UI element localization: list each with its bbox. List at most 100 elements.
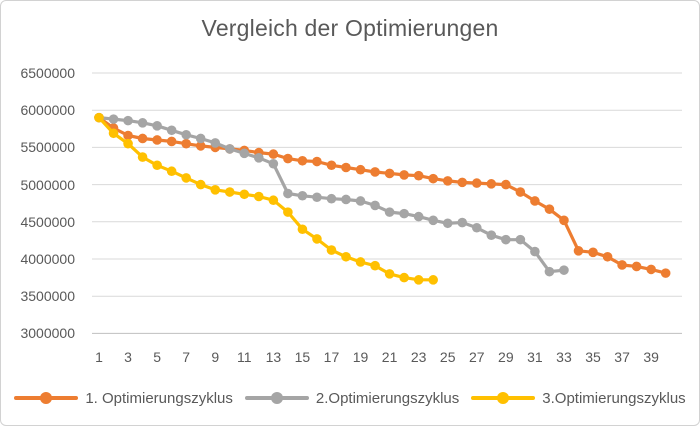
x-axis-tick-label: 29 — [498, 349, 514, 365]
legend-label: 2.Optimierungszyklus — [315, 389, 460, 407]
x-axis-tick-label: 37 — [614, 349, 630, 365]
data-point-series1 — [559, 215, 569, 226]
y-axis-tick-label: 3000000 — [20, 325, 75, 342]
data-point-series3 — [312, 234, 322, 244]
x-axis-tick-label: 25 — [439, 349, 456, 365]
data-point-series2 — [108, 114, 119, 124]
data-point-series2 — [195, 133, 206, 144]
y-axis-tick-label: 6500000 — [20, 65, 75, 81]
data-point-series1 — [660, 268, 671, 278]
data-point-series1 — [646, 264, 656, 275]
data-point-series1 — [195, 141, 206, 151]
legend-label: 1. Optimierungszyklus — [85, 389, 233, 407]
data-point-series2 — [166, 125, 177, 136]
data-point-series2 — [530, 246, 540, 257]
x-axis-tick-label: 23 — [410, 349, 427, 365]
data-point-series1 — [442, 176, 453, 186]
data-point-series2 — [399, 208, 409, 219]
x-axis-tick-label: 35 — [585, 349, 601, 365]
data-point-series2 — [210, 138, 221, 148]
data-point-series3 — [166, 166, 177, 177]
x-axis-tick-label: 5 — [153, 349, 161, 365]
data-point-series2 — [384, 207, 395, 217]
x-axis-tick-label: 31 — [527, 349, 543, 365]
data-point-series2 — [312, 192, 322, 203]
data-point-series1 — [471, 178, 482, 188]
x-axis-tick-label: 33 — [556, 349, 572, 365]
data-point-series3 — [413, 275, 424, 285]
data-point-series3 — [224, 187, 235, 197]
data-point-series1 — [530, 196, 540, 206]
data-point-series1 — [631, 261, 642, 272]
x-axis-tick-label: 19 — [352, 349, 369, 365]
x-axis-tick-label: 7 — [182, 349, 191, 365]
data-point-series1 — [326, 160, 337, 171]
data-point-series1 — [355, 164, 366, 175]
data-point-series1 — [341, 162, 351, 173]
data-point-series3 — [428, 275, 438, 285]
data-point-series3 — [399, 272, 409, 283]
x-axis-tick-label: 9 — [211, 349, 220, 365]
data-point-series1 — [312, 156, 322, 167]
data-point-series1 — [152, 135, 162, 145]
legend-line-dot-icon — [14, 392, 79, 405]
data-point-series2 — [515, 234, 526, 245]
data-point-series1 — [413, 170, 424, 181]
data-point-series1 — [573, 246, 584, 256]
y-axis-tick-label: 4000000 — [20, 251, 75, 267]
data-point-series2 — [326, 193, 337, 204]
legend-line-dot-icon — [471, 392, 536, 405]
x-axis-tick-label: 21 — [381, 349, 398, 365]
data-point-series2 — [370, 200, 380, 211]
data-point-series2 — [123, 115, 133, 126]
data-point-series1 — [370, 167, 380, 177]
y-axis-tick-label: 4500000 — [20, 213, 75, 230]
legend: 1. Optimierungszyklus 2.Optimierungszykl… — [1, 387, 699, 409]
x-axis-tick-label: 27 — [468, 349, 485, 365]
x-axis-tick-label: 39 — [643, 349, 659, 365]
data-point-series3 — [239, 189, 250, 200]
data-point-series1 — [137, 133, 148, 144]
data-point-series3 — [341, 251, 351, 262]
series-line-1 — [97, 115, 668, 275]
data-point-series2 — [254, 153, 264, 163]
legend-item-series2: 2.Optimierungszyklus — [244, 389, 460, 407]
data-point-series1 — [602, 251, 613, 262]
data-point-series1 — [384, 168, 395, 179]
data-point-series2 — [224, 144, 235, 154]
data-point-series2 — [559, 265, 569, 275]
data-point-series2 — [152, 121, 162, 131]
data-point-series1 — [166, 136, 177, 147]
data-point-series2 — [283, 188, 293, 199]
chart-title: Vergleich der Optimierungen — [201, 15, 499, 41]
data-point-series2 — [428, 215, 438, 226]
data-point-series1 — [486, 179, 497, 189]
data-point-series3 — [152, 160, 162, 171]
data-point-series2 — [341, 194, 351, 205]
x-axis-tick-label: 13 — [265, 349, 282, 365]
data-point-series2 — [181, 129, 191, 140]
data-point-series2 — [239, 148, 250, 159]
data-point-series3 — [283, 207, 293, 217]
data-point-series1 — [181, 138, 191, 149]
data-point-series2 — [501, 234, 511, 245]
data-point-series3 — [123, 138, 133, 149]
data-point-series1 — [399, 170, 409, 180]
data-point-series2 — [442, 218, 453, 229]
data-point-series3 — [108, 128, 119, 139]
data-point-series2 — [268, 158, 279, 169]
legend-item-series1: 1. Optimierungszyklus — [14, 390, 233, 407]
x-axis-tick-label: 17 — [323, 349, 340, 365]
x-axis-tick-label: 3 — [124, 349, 132, 365]
data-point-series3 — [137, 152, 148, 162]
x-axis-tick-label: 1 — [95, 349, 103, 365]
data-point-series1 — [617, 260, 627, 270]
y-axis-tick-label: 5000000 — [20, 176, 75, 193]
data-point-series3 — [370, 260, 380, 271]
data-point-series3 — [210, 185, 221, 195]
data-point-series3 — [94, 112, 104, 123]
data-point-series1 — [428, 173, 438, 184]
data-point-series1 — [297, 155, 308, 166]
